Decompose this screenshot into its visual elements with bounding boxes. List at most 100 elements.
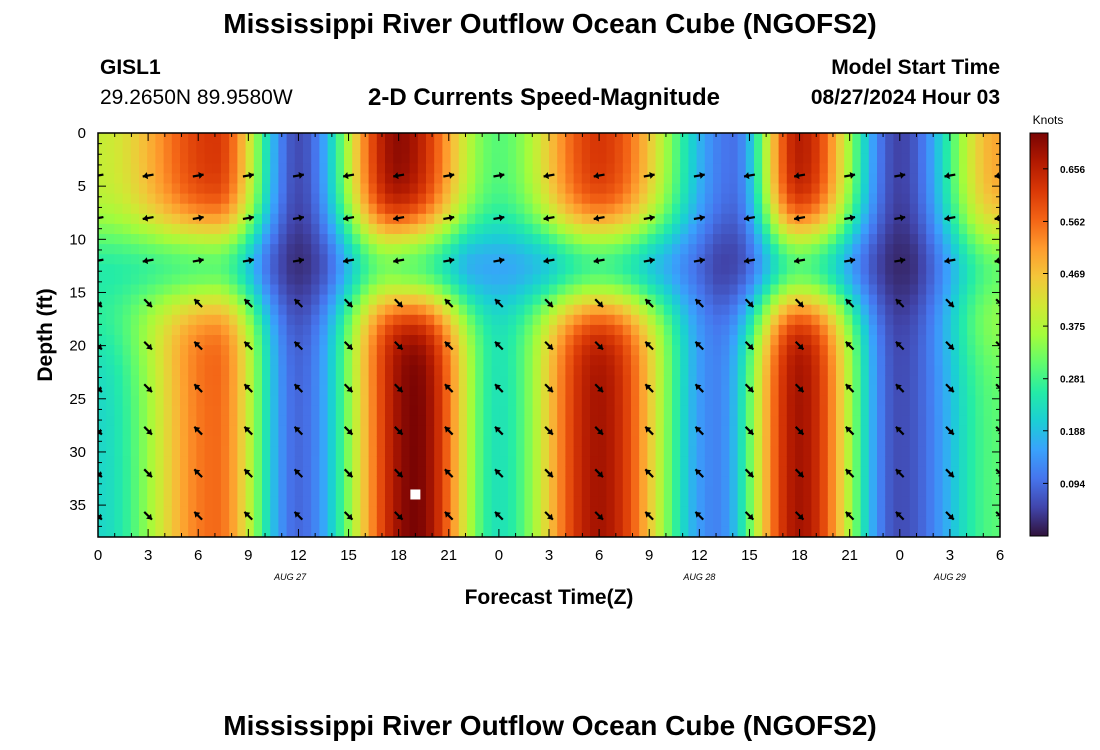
heatmap-cell: [335, 395, 345, 407]
heatmap-cell: [196, 294, 206, 306]
heatmap-cell: [499, 203, 509, 215]
heatmap-cell: [237, 456, 247, 467]
heatmap-cell: [745, 274, 755, 286]
heatmap-cell: [368, 486, 378, 498]
heatmap-cell: [147, 365, 156, 376]
heatmap-cell: [106, 193, 115, 205]
heatmap-cell: [188, 193, 197, 205]
heatmap-cell: [737, 486, 747, 498]
heatmap-cell: [622, 314, 632, 326]
heatmap-cell: [549, 446, 558, 457]
heatmap-cell: [262, 314, 271, 326]
heatmap-cell: [926, 304, 935, 316]
heatmap-cell: [590, 526, 599, 537]
heatmap-cell: [901, 183, 911, 195]
heatmap-cell: [729, 133, 739, 144]
heatmap-cell: [401, 526, 411, 537]
heatmap-cell: [844, 506, 853, 518]
heatmap-cell: [926, 183, 935, 195]
heatmap-cell: [98, 294, 107, 306]
heatmap-cell: [942, 476, 952, 488]
heatmap-cell: [499, 223, 509, 235]
heatmap-cell: [573, 173, 583, 185]
heatmap-cell: [926, 244, 935, 255]
heatmap-cell: [245, 193, 255, 205]
heatmap-cell: [803, 436, 812, 447]
heatmap-cell: [704, 294, 714, 306]
heatmap-cell: [130, 405, 140, 417]
heatmap-cell: [442, 173, 452, 185]
current-arrow: [493, 256, 505, 264]
heatmap-cell: [950, 395, 960, 407]
heatmap-cell: [573, 415, 583, 427]
heatmap-cell: [204, 143, 214, 154]
heatmap-cell: [245, 516, 255, 528]
heatmap-cell: [385, 355, 394, 366]
current-arrow: [594, 426, 604, 436]
heatmap-cell: [918, 264, 927, 275]
heatmap-cell: [590, 244, 599, 255]
heatmap-cell: [540, 466, 550, 477]
heatmap-cell: [901, 314, 911, 326]
heatmap-cell: [934, 355, 944, 366]
heatmap-cell: [163, 425, 173, 437]
heatmap-cell: [647, 264, 657, 275]
heatmap-cell: [368, 234, 378, 245]
heatmap-cell: [639, 163, 648, 174]
heatmap-cell: [434, 183, 443, 195]
heatmap-cell: [631, 163, 640, 174]
heatmap-cell: [409, 294, 419, 306]
colorbar-tick-label: 0.094: [1060, 479, 1085, 490]
heatmap-cell: [852, 163, 862, 174]
heatmap-cell: [417, 254, 427, 265]
heatmap-cell: [434, 415, 443, 427]
heatmap-cell: [926, 355, 935, 366]
heatmap-cell: [139, 496, 148, 508]
heatmap-cell: [286, 183, 296, 195]
heatmap-cell: [983, 304, 993, 316]
heatmap-cell: [762, 213, 771, 225]
heatmap-cell: [442, 284, 452, 296]
heatmap-cell: [106, 203, 115, 215]
current-arrow: [744, 298, 755, 308]
heatmap-cell: [360, 153, 370, 164]
heatmap-cell: [368, 223, 378, 235]
heatmap-cell: [926, 476, 935, 488]
heatmap-cell: [467, 415, 476, 427]
heatmap-cell: [360, 304, 370, 316]
heatmap-cell: [909, 335, 919, 346]
heatmap-cell: [786, 163, 796, 174]
heatmap-cell: [237, 335, 247, 346]
heatmap-cell: [245, 486, 255, 498]
heatmap-cell: [294, 375, 304, 387]
heatmap-cell: [327, 153, 337, 164]
heatmap-cell: [688, 203, 698, 215]
current-arrow: [98, 258, 104, 262]
heatmap-cell: [467, 153, 476, 164]
heatmap-cell: [467, 526, 476, 537]
heatmap-cell: [844, 163, 853, 174]
heatmap-cell: [877, 314, 886, 326]
heatmap-cell: [819, 183, 829, 195]
heatmap-cell: [163, 274, 173, 286]
heatmap-cell: [655, 345, 665, 356]
heatmap-cell: [155, 173, 165, 185]
heatmap-cell: [106, 496, 115, 508]
heatmap-cell: [737, 496, 747, 508]
heatmap-cell: [647, 405, 657, 417]
heatmap-cell: [622, 385, 632, 397]
heatmap-cell: [803, 264, 812, 275]
heatmap-cell: [729, 446, 739, 457]
heatmap-cell: [450, 203, 460, 215]
heatmap-cell: [491, 335, 501, 346]
heatmap-cell: [573, 335, 583, 346]
heatmap-cell: [467, 446, 476, 457]
heatmap-cell: [188, 425, 197, 437]
current-arrow: [543, 214, 555, 222]
heatmap-cell: [598, 345, 607, 356]
heatmap-cell: [450, 244, 460, 255]
heatmap-cell: [983, 143, 993, 154]
heatmap-cell: [549, 183, 558, 195]
heatmap-cell: [844, 415, 853, 427]
heatmap-cell: [909, 153, 919, 164]
